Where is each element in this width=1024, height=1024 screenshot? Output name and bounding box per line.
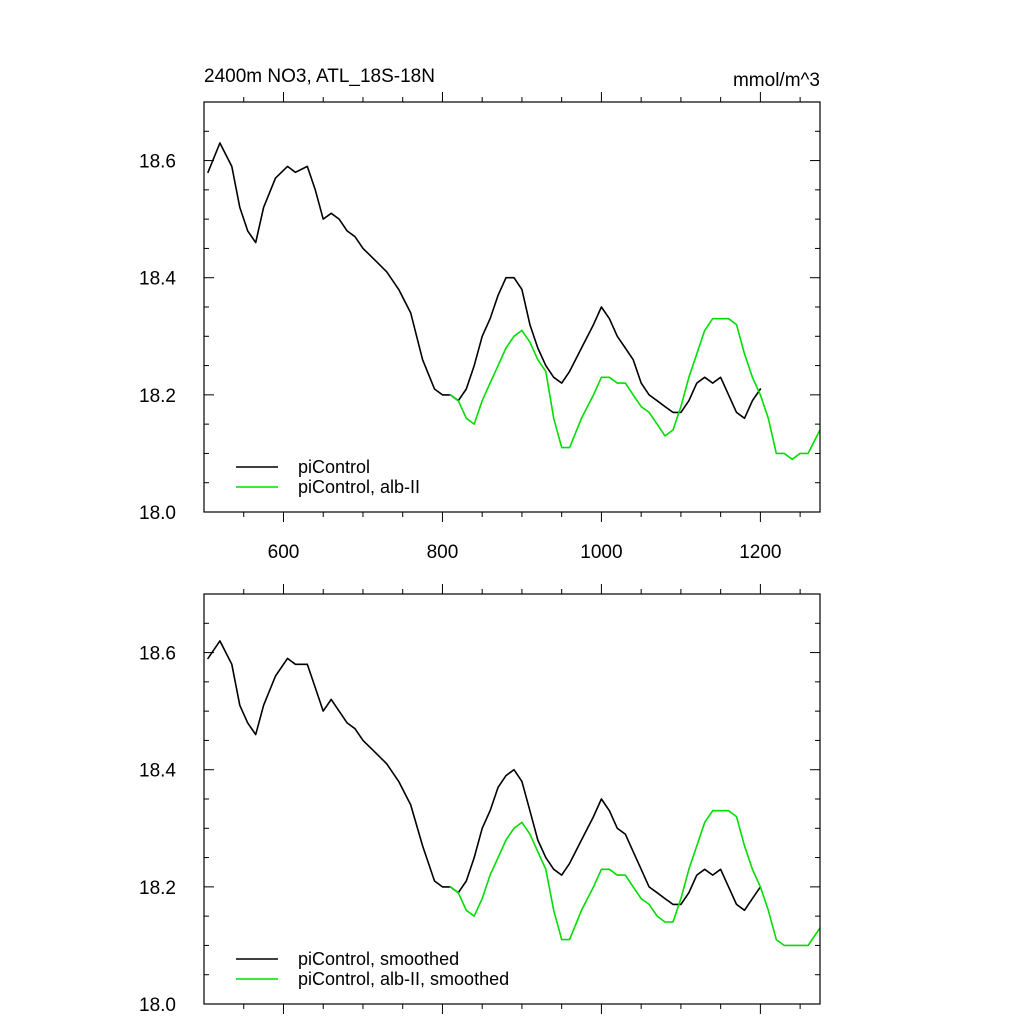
top-panel-units: mmol/m^3: [733, 70, 820, 91]
bottom-y-tick-label: 18.6: [139, 644, 176, 665]
bottom-legend-label-alb-ii: piControl, alb-II, smoothed: [298, 969, 509, 989]
top-series-line-picontrol: [207, 142, 762, 420]
top-x-tick-label: 1200: [739, 542, 781, 563]
top-series-group: [207, 142, 820, 461]
bottom-legend-label-picontrol: piControl, smoothed: [298, 949, 459, 969]
bottom-panel: 18.0 18.2 18.4 18.6 piControl, smoothedpiCon…: [139, 584, 821, 1016]
top-panel: 2400m NO3, ATL_18S-18N mmol/m^3 18.0 18.2…: [139, 66, 821, 563]
top-legend-label-alb-ii: piControl, alb-II: [298, 477, 420, 497]
top-y-tick-label: 18.4: [139, 269, 176, 290]
top-x-tick-label: 600: [268, 542, 300, 563]
top-legend-label-picontrol: piControl: [298, 457, 370, 477]
top-x-tick-label: 800: [427, 542, 459, 563]
bottom-series-group: [207, 640, 820, 947]
bottom-series-line-alb-ii: [449, 809, 820, 947]
bottom-series-line-picontrol: [207, 640, 762, 912]
top-y-tick-label: 18.0: [139, 503, 176, 524]
bottom-y-tick-label: 18.0: [139, 995, 176, 1016]
bottom-y-tick-label: 18.2: [139, 878, 176, 899]
top-y-tick-label: 18.6: [139, 152, 176, 173]
top-series-line-alb-ii: [449, 317, 820, 461]
bottom-y-tick-label: 18.4: [139, 761, 176, 782]
top-panel-title: 2400m NO3, ATL_18S-18N: [204, 66, 435, 87]
top-x-tick-label: 1000: [580, 542, 622, 563]
top-y-tick-label: 18.2: [139, 386, 176, 407]
